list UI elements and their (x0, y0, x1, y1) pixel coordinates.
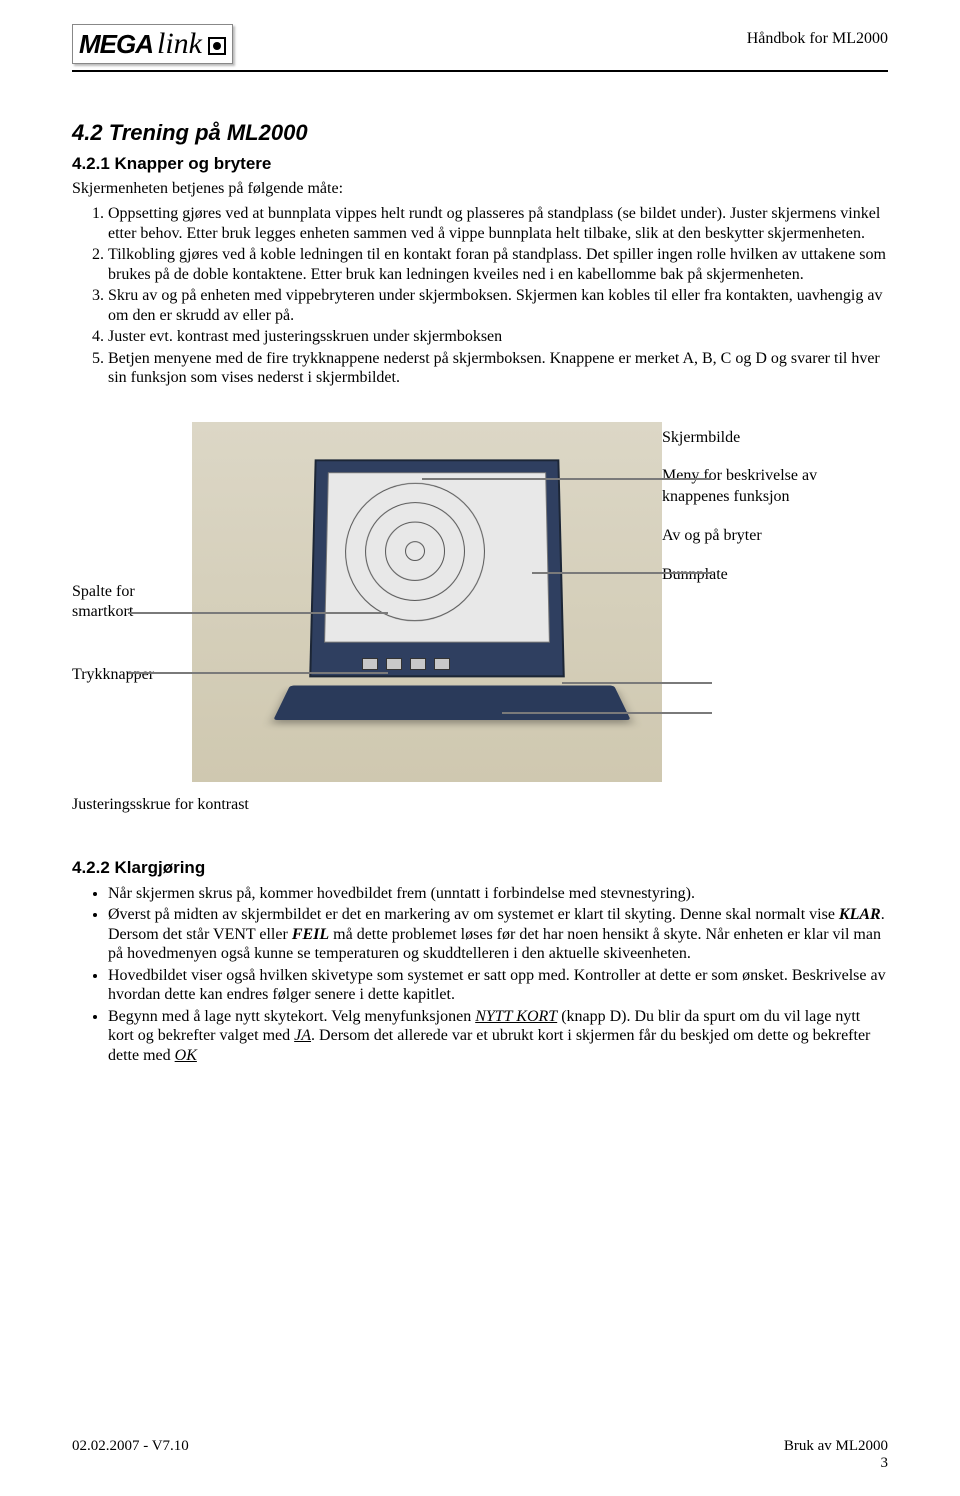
bullet-list: Når skjermen skrus på, kommer hovedbilde… (72, 884, 888, 1066)
step-5: Betjen menyene med de fire trykknappene … (108, 349, 888, 388)
leader-line (128, 612, 388, 614)
bullet4-text-pre: Begynn med å lage nytt skytekort. Velg m… (108, 1008, 475, 1025)
figure-right-labels: Skjermbilde Meny for beskrivelse av knap… (662, 422, 842, 604)
menu-ja: JA (294, 1027, 311, 1044)
keyword-feil: FEIL (292, 926, 329, 943)
device-illustration (192, 422, 662, 782)
step-2: Tilkobling gjøres ved å koble ledningen … (108, 245, 888, 284)
figure-left-labels: Spalte for smartkort Trykknapper (72, 422, 192, 728)
bullet-3: Hovedbildet viser også hvilken skivetype… (108, 966, 888, 1005)
label-baseplate: Bunnplate (662, 565, 842, 586)
device-button-a (362, 658, 378, 670)
step-1: Oppsetting gjøres ved at bunnplata vippe… (108, 204, 888, 243)
leader-line (422, 478, 712, 480)
label-smartcard-slot: Spalte for smartkort (72, 582, 192, 624)
device-button-c (410, 658, 426, 670)
bullet-2: Øverst på midten av skjermbildet er det … (108, 905, 888, 964)
figure-section: Spalte for smartkort Trykknapper Skjermb… (72, 422, 888, 782)
label-screen-view: Skjermbilde (662, 428, 842, 449)
logo-text-mega: MEGA (79, 29, 153, 60)
step-4: Juster evt. kontrast med justeringsskrue… (108, 327, 888, 347)
device-button-b (386, 658, 402, 670)
device-button-row (362, 658, 450, 670)
numbered-steps: Oppsetting gjøres ved at bunnplata vippe… (72, 204, 888, 388)
label-contrast-screw: Justeringsskrue for kontrast (72, 796, 888, 814)
header-title: Håndbok for ML2000 (747, 30, 888, 48)
leader-line (502, 712, 712, 714)
header-rule (72, 70, 888, 72)
bullet2-text-pre: Øverst på midten av skjermbildet er det … (108, 906, 839, 923)
heading-4-2-1: 4.2.1 Knapper og brytere (72, 154, 888, 174)
label-menu-description: Meny for beskrivelse av knappenes funksj… (662, 466, 842, 508)
footer-version: 02.02.2007 - V7.10 (72, 1438, 189, 1472)
leader-line (532, 572, 712, 574)
logo: MEGA link (72, 24, 233, 64)
leader-line (128, 672, 388, 674)
menu-nytt-kort: NYTT KORT (475, 1008, 557, 1025)
footer-right: Bruk av ML2000 3 (784, 1438, 888, 1472)
bullet-1: Når skjermen skrus på, kommer hovedbilde… (108, 884, 888, 904)
device-button-d (434, 658, 450, 670)
heading-4-2-2: 4.2.2 Klargjøring (72, 858, 888, 878)
label-push-buttons: Trykknapper (72, 665, 192, 686)
intro-text: Skjermenheten betjenes på følgende måte: (72, 180, 888, 198)
heading-4-2: 4.2 Trening på ML2000 (72, 120, 888, 146)
footer-title: Bruk av ML2000 (784, 1438, 888, 1455)
device-screen (324, 472, 550, 642)
step-3: Skru av og på enheten med vippebryteren … (108, 286, 888, 325)
keyword-klar: KLAR (839, 906, 881, 923)
logo-mark-icon (208, 37, 226, 55)
footer-page-number: 3 (784, 1455, 888, 1472)
leader-line (562, 682, 712, 684)
menu-ok: OK (175, 1047, 197, 1064)
logo-text-link: link (157, 27, 202, 61)
device-baseplate (273, 685, 631, 719)
label-power-switch: Av og på bryter (662, 526, 842, 547)
page-header: MEGA link Håndbok for ML2000 (72, 24, 888, 64)
page-footer: 02.02.2007 - V7.10 Bruk av ML2000 3 (72, 1438, 888, 1472)
bullet-4: Begynn med å lage nytt skytekort. Velg m… (108, 1007, 888, 1066)
